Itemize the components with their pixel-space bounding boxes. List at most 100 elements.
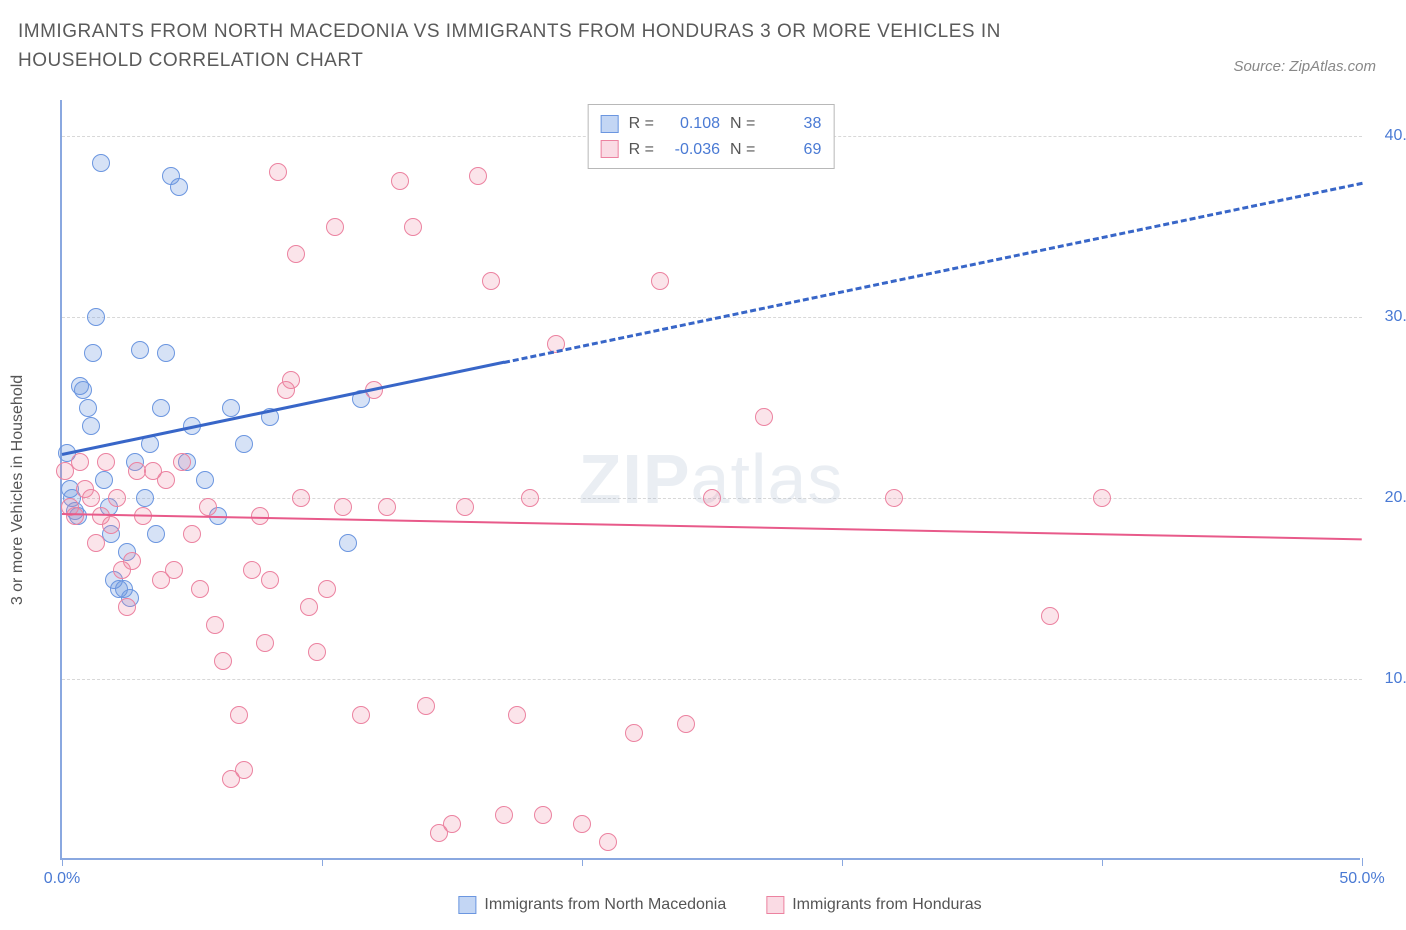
scatter-point [102, 516, 120, 534]
scatter-point [243, 561, 261, 579]
scatter-point [235, 761, 253, 779]
chart-title: IMMIGRANTS FROM NORTH MACEDONIA VS IMMIG… [18, 18, 1118, 75]
scatter-point [165, 561, 183, 579]
scatter-point [82, 489, 100, 507]
x-tick [1362, 858, 1363, 866]
y-axis-title: 3 or more Vehicles in Household [9, 375, 27, 605]
scatter-point [885, 489, 903, 507]
x-tick [582, 858, 583, 866]
scatter-point [404, 218, 422, 236]
scatter-point [521, 489, 539, 507]
scatter-point [152, 399, 170, 417]
scatter-point [599, 833, 617, 851]
scatter-point [1093, 489, 1111, 507]
scatter-point [71, 453, 89, 471]
legend-bottom-item-0: Immigrants from North Macedonia [458, 896, 726, 914]
scatter-point [256, 634, 274, 652]
legend-bottom-swatch-0 [458, 896, 476, 914]
x-tick [842, 858, 843, 866]
scatter-point [269, 163, 287, 181]
scatter-point [183, 525, 201, 543]
scatter-point [308, 643, 326, 661]
scatter-point [625, 724, 643, 742]
scatter-point [534, 806, 552, 824]
gridline [62, 679, 1362, 680]
scatter-point [755, 408, 773, 426]
scatter-point [339, 534, 357, 552]
scatter-point [147, 525, 165, 543]
scatter-point [703, 489, 721, 507]
scatter-point [261, 571, 279, 589]
scatter-point [334, 498, 352, 516]
x-tick-label: 0.0% [44, 870, 80, 888]
scatter-point [131, 341, 149, 359]
legend-swatch-1 [601, 140, 619, 158]
scatter-point [378, 498, 396, 516]
scatter-point [79, 399, 97, 417]
watermark-bold: ZIP [579, 440, 691, 518]
x-tick-label: 50.0% [1339, 870, 1384, 888]
scatter-point [677, 715, 695, 733]
scatter-point [417, 697, 435, 715]
x-tick [62, 858, 63, 866]
scatter-point [84, 344, 102, 362]
legend-bottom-label-0: Immigrants from North Macedonia [484, 896, 726, 914]
scatter-point [199, 498, 217, 516]
scatter-point [469, 167, 487, 185]
y-tick-label: 40.0% [1385, 127, 1406, 145]
scatter-point [443, 815, 461, 833]
scatter-point [292, 489, 310, 507]
legend-bottom: Immigrants from North Macedonia Immigran… [458, 896, 981, 914]
legend-r-value-1: -0.036 [664, 137, 720, 163]
scatter-point [74, 381, 92, 399]
chart-area: ZIPatlas R = 0.108 N = 38 R = -0.036 N =… [60, 100, 1380, 880]
scatter-point [123, 552, 141, 570]
plot-rect: ZIPatlas R = 0.108 N = 38 R = -0.036 N =… [60, 100, 1360, 860]
scatter-point [352, 706, 370, 724]
legend-bottom-item-1: Immigrants from Honduras [766, 896, 981, 914]
legend-stats: R = 0.108 N = 38 R = -0.036 N = 69 [588, 104, 835, 169]
legend-n-label: N = [730, 137, 755, 163]
scatter-point [118, 598, 136, 616]
x-tick [322, 858, 323, 866]
scatter-point [508, 706, 526, 724]
scatter-point [92, 154, 110, 172]
scatter-point [196, 471, 214, 489]
source-label: Source: ZipAtlas.com [1233, 58, 1376, 75]
scatter-point [300, 598, 318, 616]
trend-line [504, 181, 1363, 363]
scatter-point [82, 417, 100, 435]
scatter-point [214, 652, 232, 670]
scatter-point [326, 218, 344, 236]
scatter-point [66, 507, 84, 525]
scatter-point [391, 172, 409, 190]
scatter-point [191, 580, 209, 598]
legend-r-label: R = [629, 111, 654, 137]
scatter-point [318, 580, 336, 598]
legend-swatch-0 [601, 115, 619, 133]
y-tick-label: 20.0% [1385, 489, 1406, 507]
legend-n-label: N = [730, 111, 755, 137]
scatter-point [230, 706, 248, 724]
scatter-point [108, 489, 126, 507]
scatter-point [136, 489, 154, 507]
scatter-point [170, 178, 188, 196]
scatter-point [573, 815, 591, 833]
legend-bottom-swatch-1 [766, 896, 784, 914]
scatter-point [97, 453, 115, 471]
legend-bottom-label-1: Immigrants from Honduras [792, 896, 981, 914]
scatter-point [173, 453, 191, 471]
x-tick [1102, 858, 1103, 866]
scatter-point [235, 435, 253, 453]
legend-n-value-0: 38 [765, 111, 821, 137]
scatter-point [157, 471, 175, 489]
legend-stats-row-0: R = 0.108 N = 38 [601, 111, 822, 137]
legend-r-label: R = [629, 137, 654, 163]
scatter-point [222, 399, 240, 417]
scatter-point [87, 308, 105, 326]
legend-stats-row-1: R = -0.036 N = 69 [601, 137, 822, 163]
legend-n-value-1: 69 [765, 137, 821, 163]
y-tick-label: 30.0% [1385, 308, 1406, 326]
scatter-point [495, 806, 513, 824]
scatter-point [1041, 607, 1059, 625]
